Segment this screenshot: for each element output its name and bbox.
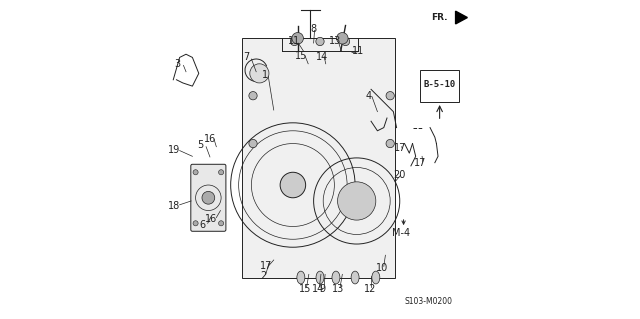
Circle shape	[193, 221, 198, 226]
Text: 14: 14	[312, 284, 324, 294]
Text: 3: 3	[174, 59, 180, 69]
Circle shape	[280, 172, 306, 198]
Text: 5: 5	[197, 140, 204, 150]
FancyBboxPatch shape	[191, 164, 226, 231]
Text: 8: 8	[310, 24, 317, 34]
Circle shape	[316, 37, 324, 46]
Text: 1: 1	[262, 70, 268, 80]
Polygon shape	[242, 38, 395, 278]
Text: 2: 2	[260, 271, 266, 281]
Text: 16: 16	[205, 213, 217, 224]
Text: 7: 7	[243, 52, 249, 63]
Text: B-5-10: B-5-10	[424, 80, 456, 89]
Text: 10: 10	[376, 263, 388, 273]
Text: 11: 11	[351, 46, 364, 56]
Circle shape	[337, 182, 376, 220]
Text: 13: 13	[329, 36, 341, 47]
Text: FR.: FR.	[431, 13, 447, 22]
Circle shape	[249, 139, 257, 148]
Circle shape	[202, 191, 215, 204]
Text: 14: 14	[316, 52, 328, 63]
Text: 4: 4	[365, 91, 372, 101]
Text: 17: 17	[414, 158, 427, 168]
Text: 15: 15	[299, 284, 311, 294]
Text: 15: 15	[295, 51, 308, 61]
Text: 6: 6	[199, 220, 205, 230]
Text: 17: 17	[260, 261, 272, 271]
Text: 18: 18	[168, 201, 180, 211]
Text: 9: 9	[319, 284, 326, 294]
Ellipse shape	[332, 271, 340, 284]
Text: M-4: M-4	[392, 228, 410, 238]
Text: 16: 16	[204, 134, 216, 144]
Text: S103-M0200: S103-M0200	[404, 297, 452, 306]
Text: 20: 20	[393, 170, 405, 181]
Circle shape	[291, 37, 299, 46]
Circle shape	[249, 92, 257, 100]
Circle shape	[386, 139, 394, 148]
Bar	[420, 70, 459, 102]
Circle shape	[193, 170, 198, 175]
Ellipse shape	[297, 271, 305, 284]
Circle shape	[337, 33, 348, 44]
Text: 12: 12	[364, 284, 376, 294]
Ellipse shape	[372, 271, 380, 284]
Circle shape	[292, 33, 303, 44]
Text: 11: 11	[289, 36, 301, 47]
Circle shape	[386, 92, 394, 100]
Circle shape	[341, 37, 349, 46]
Circle shape	[218, 170, 223, 175]
Text: 13: 13	[332, 284, 344, 294]
Text: 19: 19	[168, 145, 180, 155]
Text: 17: 17	[394, 143, 406, 153]
Circle shape	[250, 64, 269, 83]
Circle shape	[218, 221, 223, 226]
Ellipse shape	[351, 271, 359, 284]
Ellipse shape	[316, 271, 324, 284]
Polygon shape	[456, 11, 467, 24]
